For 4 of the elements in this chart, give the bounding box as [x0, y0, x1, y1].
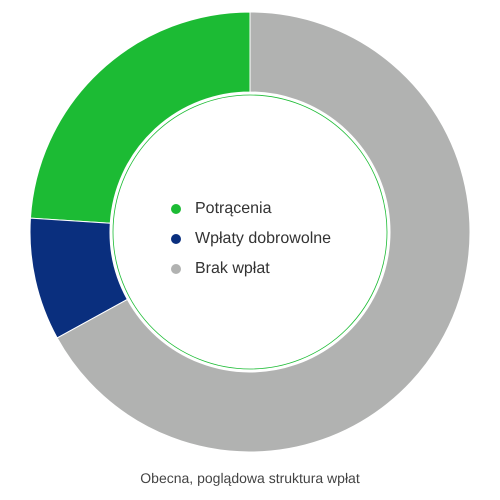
legend-label: Brak wpłat — [195, 260, 270, 278]
text: Obecna, poglądowa struktura wpłat — [139, 470, 361, 486]
legend-label: Wpłaty dobrowolne — [195, 230, 332, 248]
legend-label: Potrącenia — [195, 200, 272, 218]
